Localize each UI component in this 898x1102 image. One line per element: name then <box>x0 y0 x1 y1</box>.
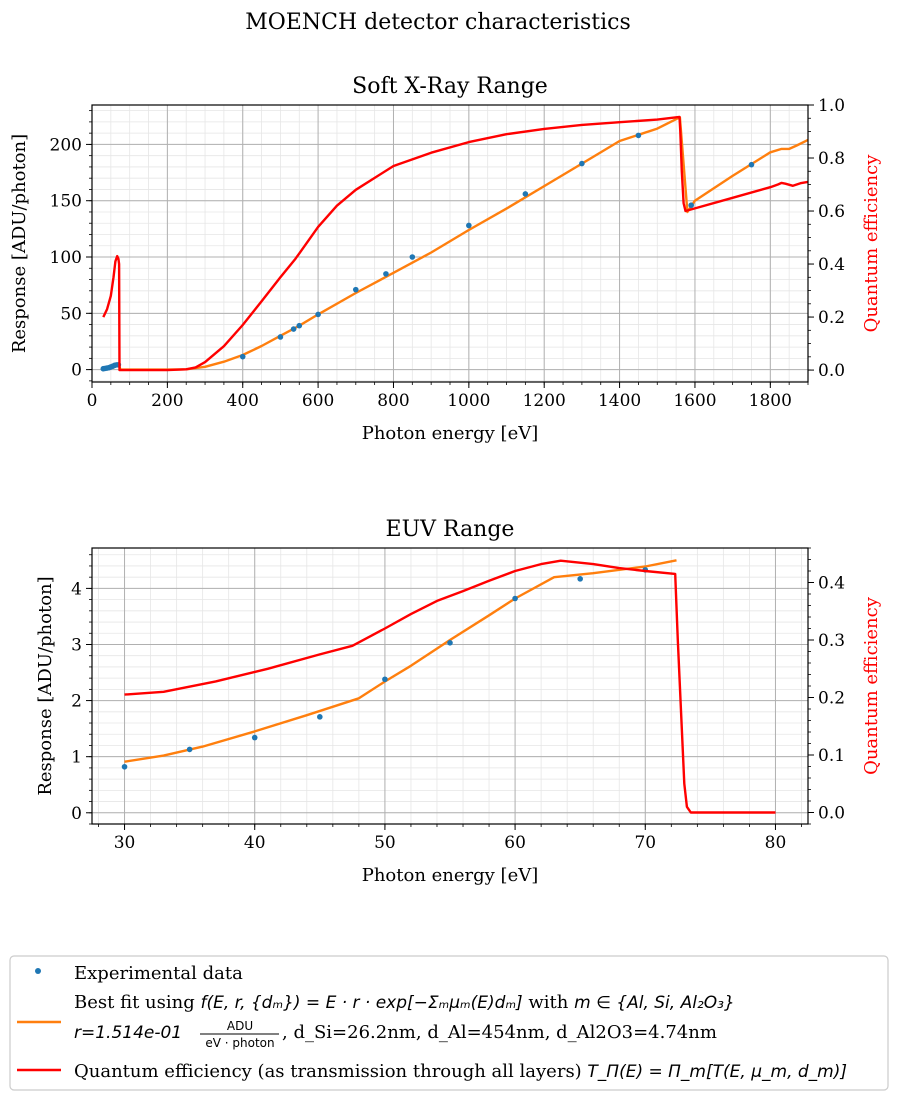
euv-ytick-right-label: 0.1 <box>818 746 845 766</box>
sxr-ytick-label: 150 <box>50 192 82 212</box>
euv-fit-line <box>124 559 677 763</box>
legend-label-experimental: Experimental data <box>74 963 243 984</box>
sxr-data-point <box>688 202 694 209</box>
euv-data-point <box>577 576 583 582</box>
euv-ytick-label: 4 <box>71 579 82 599</box>
euv-xtick-label: 50 <box>374 833 396 853</box>
euv-xtick-label: 80 <box>765 833 787 853</box>
legend-label-fit-params: , d_Si=26.2nm, d_Al=454nm, d_Al2O3=4.74n… <box>282 1022 717 1043</box>
euv-data-point <box>317 714 323 720</box>
euv-ytick-right-label: 0.0 <box>818 804 845 824</box>
sxr-data-point <box>315 311 321 318</box>
euv-xtick-label: 30 <box>114 833 136 853</box>
figure-title: MOENCH detector characteristics <box>245 10 631 35</box>
sxr-data-point <box>409 254 416 260</box>
sxr-xtick-label: 400 <box>227 391 259 411</box>
sxr-ytick-label: 200 <box>50 135 82 155</box>
sxr-data-point <box>579 160 585 167</box>
euv-xlabel: Photon energy [eV] <box>362 865 539 886</box>
sxr-ytick-right-label: 0.2 <box>818 308 845 328</box>
euv-title: EUV Range <box>386 517 515 542</box>
euv-ytick-right-label: 0.2 <box>818 689 845 709</box>
sxr-xtick-label: 200 <box>151 391 183 411</box>
sxr-xtick-label: 800 <box>377 391 409 411</box>
sxr-ytick-label: 0 <box>71 361 82 381</box>
sxr-ytick-right-label: 0.0 <box>818 361 845 381</box>
sxr-xtick-label: 1600 <box>673 391 716 411</box>
sxr-data-point <box>635 132 642 139</box>
legend-frame <box>9 955 889 1091</box>
euv-xtick-label: 60 <box>504 833 526 853</box>
euv-data-point <box>251 734 258 741</box>
euv-plot: 30 40 50 60 70 80 0 1 2 3 4 0.0 0.1 0.2 0.3 0.4 EUV Rang… <box>35 517 882 886</box>
euv-grid-minor <box>92 548 808 825</box>
euv-ytick-label: 3 <box>71 635 82 655</box>
sxr-data-point <box>290 326 297 332</box>
legend-label-fit-line1: Best fit using f(E, r, {dₘ}) = E · r · e… <box>74 992 735 1013</box>
legend-fit-unit-num: ADU <box>227 1019 253 1033</box>
euv-ytick-label: 1 <box>71 748 82 768</box>
euv-data-point <box>121 763 128 770</box>
legend-qe-formula: T_Π(E) = Π_m[T(E, μ_m, d_m)] <box>587 1062 847 1082</box>
sxr-qe-line <box>102 115 808 372</box>
euv-data-point <box>382 676 388 683</box>
sxr-xtick-label: 1200 <box>523 391 566 411</box>
legend-qe-prefix: Quantum efficiency (as transmission thro… <box>74 1061 587 1082</box>
sxr-xlabel: Photon energy [eV] <box>362 423 539 444</box>
euv-ytick-label: 2 <box>71 692 82 712</box>
sxr-data-point <box>383 271 389 277</box>
sxr-data-point <box>277 334 284 340</box>
euv-data-point <box>512 595 518 602</box>
sxr-ytick-label: 100 <box>50 248 82 268</box>
legend-label-fit-r: r=1.514e-01 <box>74 1023 182 1043</box>
euv-data-point <box>447 640 453 646</box>
euv-ytick-label: 0 <box>71 804 82 824</box>
sxr-xtick-label: 600 <box>302 391 334 411</box>
sxr-xtick-label: 0 <box>87 391 98 411</box>
sxr-fit-line <box>102 116 808 371</box>
legend-marker-experimental <box>35 968 41 974</box>
sxr-xtick-label: 1400 <box>598 391 641 411</box>
legend-fit-formula: f(E, r, {dₘ}) = E · r · exp[−Σₘμₘ(E)dₘ] <box>200 993 522 1013</box>
sxr-data-point <box>296 322 303 329</box>
euv-ytick-right-label: 0.3 <box>818 631 845 651</box>
euv-data-point <box>186 746 193 753</box>
legend: Experimental data Best fit using f(E, r,… <box>9 955 889 1091</box>
legend-label-qe: Quantum efficiency (as transmission thro… <box>74 1061 847 1082</box>
sxr-ytick-right-label: 1.0 <box>818 96 845 116</box>
euv-axes-frame <box>91 547 809 825</box>
sxr-xtick-label: 1800 <box>749 391 792 411</box>
sxr-data-point <box>239 353 246 360</box>
euv-grid-major <box>92 548 808 824</box>
soft-xray-plot: 0 200 400 600 800 1000 1200 1400 1600 1800 0 50 100 1… <box>9 74 882 444</box>
euv-xtick-label: 40 <box>244 833 266 853</box>
sxr-data-point <box>466 222 472 229</box>
euv-ytick-right-label: 0.4 <box>818 574 845 594</box>
sxr-ylabel-right: Quantum efficiency <box>861 154 882 333</box>
sxr-ytick-right-label: 0.6 <box>818 202 845 222</box>
sxr-data-point <box>352 286 359 293</box>
euv-data <box>121 559 776 814</box>
sxr-data-point <box>522 191 529 197</box>
sxr-ytick-right-label: 0.4 <box>818 255 845 275</box>
sxr-ylabel: Response [ADU/photon] <box>9 134 30 353</box>
legend-fit-prefix: Best fit using <box>74 992 200 1013</box>
sxr-xtick-label: 1000 <box>447 391 490 411</box>
legend-fit-with: with <box>523 992 574 1013</box>
sxr-ytick-right-label: 0.8 <box>818 149 845 169</box>
sxr-ytick-label: 50 <box>60 304 82 324</box>
euv-qe-line <box>124 559 776 814</box>
sxr-data <box>100 115 808 372</box>
legend-fit-unit-den: eV · photon <box>205 1036 274 1050</box>
euv-xtick-label: 70 <box>634 833 656 853</box>
euv-ylabel: Response [ADU/photon] <box>35 576 56 795</box>
sxr-data-point <box>748 161 755 168</box>
legend-fit-set: m ∈ {Al, Si, Al₂O₃} <box>574 993 735 1013</box>
sxr-title: Soft X-Ray Range <box>352 74 548 99</box>
euv-ylabel-right: Quantum efficiency <box>861 596 882 775</box>
